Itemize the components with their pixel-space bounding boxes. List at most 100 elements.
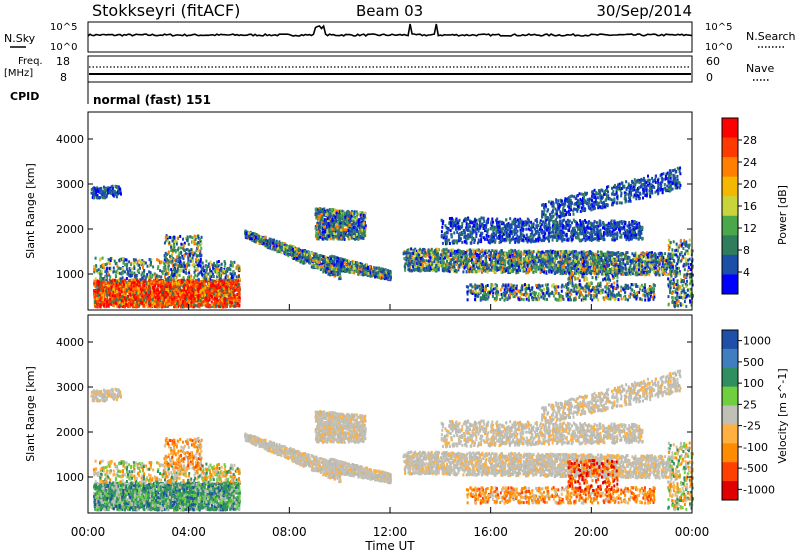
power-cell bbox=[102, 295, 104, 298]
power-cell bbox=[173, 236, 175, 239]
power-cell bbox=[361, 225, 363, 228]
power-cell bbox=[204, 273, 206, 276]
power-cell bbox=[112, 194, 114, 197]
power-cell bbox=[195, 263, 197, 266]
power-cell bbox=[167, 262, 169, 265]
power-cell bbox=[168, 264, 170, 267]
power-cell bbox=[279, 242, 281, 245]
power-cell bbox=[292, 248, 294, 251]
power-cell bbox=[130, 288, 132, 291]
power-cell bbox=[205, 278, 207, 281]
power-cell bbox=[95, 305, 97, 308]
power-cell bbox=[162, 293, 164, 296]
power-cell bbox=[231, 261, 233, 264]
power-cell bbox=[187, 296, 189, 299]
power-cell bbox=[169, 261, 171, 264]
power-cell bbox=[116, 186, 118, 189]
power-cell bbox=[350, 230, 352, 233]
power-cell bbox=[333, 232, 335, 235]
power-cell bbox=[196, 249, 198, 252]
power-cell bbox=[102, 196, 104, 199]
power-cell bbox=[177, 267, 179, 270]
power-cell bbox=[195, 238, 197, 241]
power-cell bbox=[172, 292, 174, 295]
power-cell bbox=[171, 236, 173, 239]
power-cell bbox=[169, 293, 171, 296]
power-cell bbox=[190, 260, 192, 263]
power-cell bbox=[263, 239, 265, 242]
power-cell bbox=[166, 258, 168, 261]
power-cell bbox=[100, 292, 102, 295]
power-cell bbox=[179, 274, 181, 277]
nave-label: Nave bbox=[746, 62, 774, 75]
power-cell bbox=[306, 256, 308, 259]
power-cell bbox=[231, 285, 233, 288]
power-cell bbox=[205, 290, 207, 293]
power-cell bbox=[193, 242, 195, 245]
power-cell bbox=[164, 265, 166, 268]
power-cell bbox=[339, 272, 341, 275]
power-cell bbox=[116, 297, 118, 300]
power-cell bbox=[195, 291, 197, 294]
power-cell bbox=[112, 271, 114, 274]
power-cell bbox=[198, 304, 200, 307]
power-cell bbox=[217, 273, 219, 276]
power-cell bbox=[211, 289, 213, 292]
power-cell bbox=[129, 282, 131, 285]
power-cell bbox=[212, 264, 214, 267]
power-cell bbox=[337, 214, 339, 217]
power-cell bbox=[129, 300, 131, 303]
power-cell bbox=[119, 187, 121, 190]
power-cell bbox=[330, 271, 332, 274]
power-cell bbox=[138, 269, 140, 272]
power-cell bbox=[187, 276, 189, 279]
power-cell bbox=[176, 296, 178, 299]
power-cell bbox=[134, 287, 136, 290]
power-cell bbox=[350, 233, 352, 236]
power-cell bbox=[102, 257, 104, 260]
power-cell bbox=[181, 281, 183, 284]
power-cell bbox=[165, 252, 167, 255]
power-cell bbox=[211, 303, 213, 306]
power-cell bbox=[153, 290, 155, 293]
power-cell bbox=[327, 217, 329, 220]
power-cell bbox=[119, 259, 121, 262]
power-cell bbox=[196, 275, 198, 278]
power-cell bbox=[359, 231, 361, 234]
power-cell bbox=[231, 281, 233, 284]
power-cell bbox=[106, 300, 108, 303]
power-cell bbox=[323, 255, 325, 258]
power-cell bbox=[358, 236, 360, 239]
power-cell bbox=[109, 188, 111, 191]
power-cell bbox=[215, 305, 217, 308]
nsearch-label: N.Search bbox=[746, 30, 796, 43]
power-cell bbox=[116, 290, 118, 293]
power-cell bbox=[199, 284, 201, 287]
power-cell bbox=[296, 257, 298, 260]
power-cell bbox=[157, 267, 159, 270]
power-cell bbox=[190, 283, 192, 286]
power-cell bbox=[200, 242, 202, 245]
nsearch-tick-bottom: 10^0 bbox=[705, 42, 732, 53]
power-cell bbox=[222, 302, 224, 305]
power-cell bbox=[218, 293, 220, 296]
power-cell bbox=[205, 304, 207, 307]
power-cell bbox=[238, 296, 240, 299]
power-cell bbox=[219, 268, 221, 271]
power-cell bbox=[294, 253, 296, 256]
power-cell bbox=[170, 268, 172, 271]
power-cell bbox=[332, 236, 334, 239]
power-cell bbox=[126, 265, 128, 268]
power-cell bbox=[150, 280, 152, 283]
power-cell bbox=[341, 218, 343, 221]
power-cell bbox=[171, 273, 173, 276]
power-cell bbox=[176, 305, 178, 308]
power-cell bbox=[318, 261, 320, 264]
power-cell bbox=[194, 235, 196, 238]
power-cell bbox=[272, 242, 274, 245]
power-cell bbox=[292, 253, 294, 256]
power-cell bbox=[131, 267, 133, 270]
power-cell bbox=[183, 249, 185, 252]
nave-tick-top: 60 bbox=[706, 55, 720, 68]
power-cell bbox=[259, 240, 261, 243]
